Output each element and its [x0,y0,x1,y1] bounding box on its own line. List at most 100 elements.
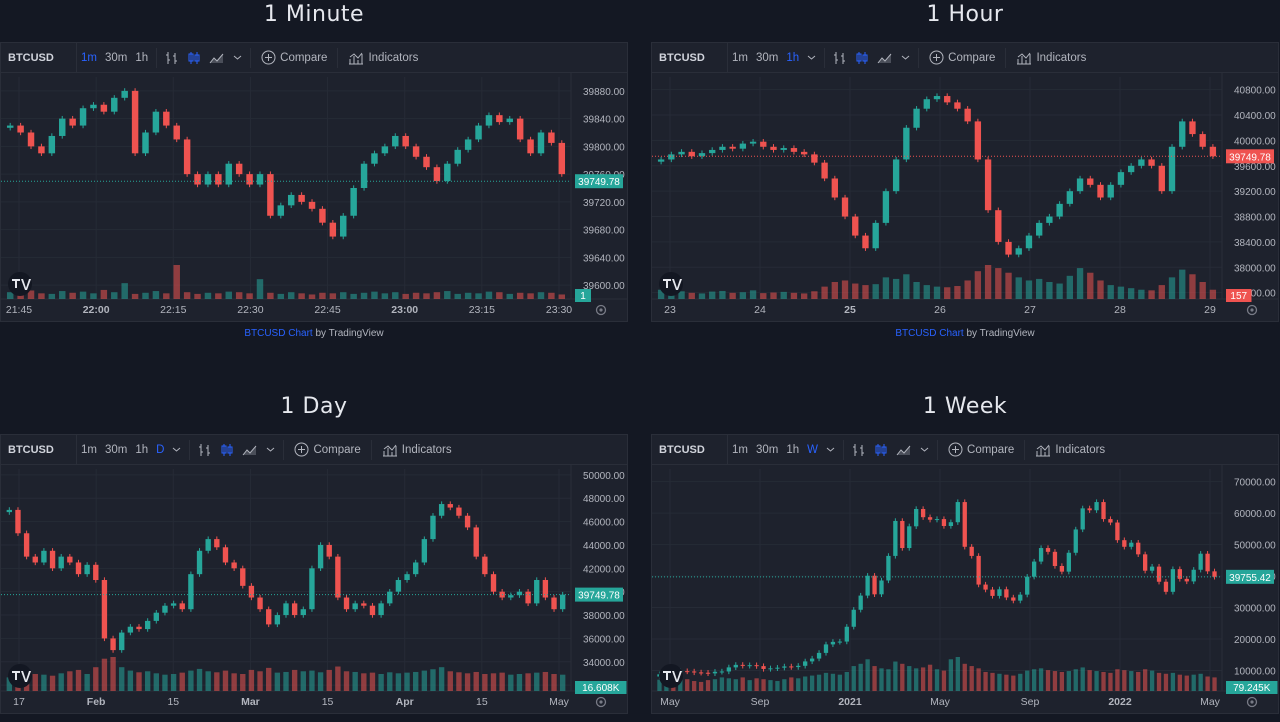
bar-chart-type-icon[interactable] [194,443,216,457]
candle-body [954,102,961,109]
chevron-down-icon[interactable] [168,445,185,454]
interval-1h-button[interactable]: 1h [135,51,149,64]
interval-30m-button[interactable]: 30m [755,51,779,64]
toolbar-separator [189,439,191,460]
indicators-button[interactable]: Indicators [1010,51,1092,65]
volume-bar [705,680,711,691]
volume-bar [119,667,125,691]
y-tick-label: 38000.00 [1234,263,1276,274]
area-chart-type-icon[interactable] [238,443,262,457]
chart-link[interactable]: BTCUSD Chart [244,328,313,339]
interval-1h-button[interactable]: 1h [786,443,800,456]
candle-body [527,139,534,154]
plus-circle-icon [261,50,276,65]
candle-body [790,148,798,152]
compare-button[interactable]: Compare [942,442,1020,457]
candlestick-chart-1m[interactable]: 39600.0039640.0039680.0039720.0039760.00… [1,73,627,321]
interval-1m-button[interactable]: 1m [81,443,97,456]
candle-body [421,539,428,563]
indicators-button[interactable]: Indicators [376,443,458,457]
chevron-down-icon[interactable] [803,53,820,62]
candle-body [903,127,910,160]
y-tick-label: 39680.00 [583,226,625,237]
candle-body [170,603,177,606]
bar-chart-type-icon[interactable] [848,443,870,457]
volume-bar [194,293,201,299]
volume-bar [75,669,82,691]
gear-icon[interactable] [595,696,607,708]
gear-icon[interactable] [595,304,607,316]
interval-current-button[interactable]: D [156,443,165,456]
candle-body [821,162,828,179]
candle-body [1179,121,1186,147]
volume-bar [6,292,14,299]
volume-bar [1168,277,1176,299]
indicators-button[interactable]: Indicators [1029,443,1111,457]
chevron-down-icon[interactable] [897,53,914,62]
bar-chart-type-icon[interactable] [161,51,183,65]
candle-body [1136,542,1141,555]
bar-chart-type-icon[interactable] [829,51,851,65]
volume-bar [1163,673,1169,691]
candle-body [335,556,341,598]
candlestick-chart-1w[interactable]: 10000.0020000.0030000.0040000.0050000.00… [652,465,1278,713]
chevron-down-icon[interactable] [262,445,279,454]
interval-1m-button[interactable]: 1m [732,443,748,456]
y-tick-label: 30000.00 [1234,604,1276,615]
candle-body [240,568,246,586]
interval-30m-button[interactable]: 30m [104,51,128,64]
volume-bar [1087,272,1094,299]
candle-chart-type-icon[interactable] [216,443,238,457]
interval-1h-button[interactable]: 1h [135,443,149,456]
candle-chart-type-icon[interactable] [851,51,873,65]
interval-1m-button[interactable]: 1m [732,51,748,64]
volume-bar [179,672,185,691]
symbol-label[interactable]: BTCUSD [1,42,77,73]
candle-body [433,167,441,182]
chevron-down-icon[interactable] [916,445,933,454]
candle-chart-type-icon[interactable] [870,443,892,457]
volume-bar [17,294,24,299]
interval-1m-button[interactable]: 1m [81,51,97,64]
symbol-label[interactable]: BTCUSD [652,434,728,465]
chevron-down-icon[interactable] [822,445,839,454]
area-chart-type-icon[interactable] [873,51,897,65]
gear-icon[interactable] [1246,304,1258,316]
chevron-down-icon[interactable] [229,53,246,62]
compare-button[interactable]: Compare [923,50,1001,65]
candle-chart-type-icon[interactable] [183,51,205,65]
candle-body [1158,165,1165,192]
volume-bar [205,671,211,691]
candlestick-chart-1h[interactable]: 37600.00 38000.00 38400.00 38800.00 39200.00… [652,73,1278,321]
indicators-button[interactable]: Indicators [342,51,424,65]
volume-bar [475,293,482,299]
x-tick-label: Sep [751,696,770,708]
interval-30m-button[interactable]: 30m [104,443,128,456]
interval-30m-button[interactable]: 30m [755,443,779,456]
interval-current-button[interactable]: W [807,443,819,456]
compare-button[interactable]: Compare [255,50,333,65]
candlestick-chart-1d[interactable]: 32000.0034000.0036000.0038000.0040000.00… [1,465,627,713]
candle-body [976,555,981,585]
candle-body [475,125,482,140]
area-chart-type-icon[interactable] [205,51,229,65]
candle-body [862,235,869,249]
candle-body [1115,522,1120,541]
interval-1h-button[interactable]: 1h [786,51,800,64]
compare-button[interactable]: Compare [288,442,366,457]
compare-label: Compare [948,51,996,64]
candle-body [340,215,347,237]
symbol-label[interactable]: BTCUSD [1,434,77,465]
gear-icon[interactable] [1246,696,1258,708]
volume-bar [1059,671,1065,691]
area-chart-type-icon[interactable] [892,443,916,457]
volume-bar [976,668,981,691]
symbol-label[interactable]: BTCUSD [652,42,728,73]
gear-ring [1246,696,1258,708]
volume-bar [692,681,697,691]
y-tick-label: 38000.00 [583,611,625,622]
candle-body [496,115,503,123]
volume-bar [287,292,295,299]
candle-body [1163,581,1169,592]
chart-link[interactable]: BTCUSD Chart [895,328,964,339]
